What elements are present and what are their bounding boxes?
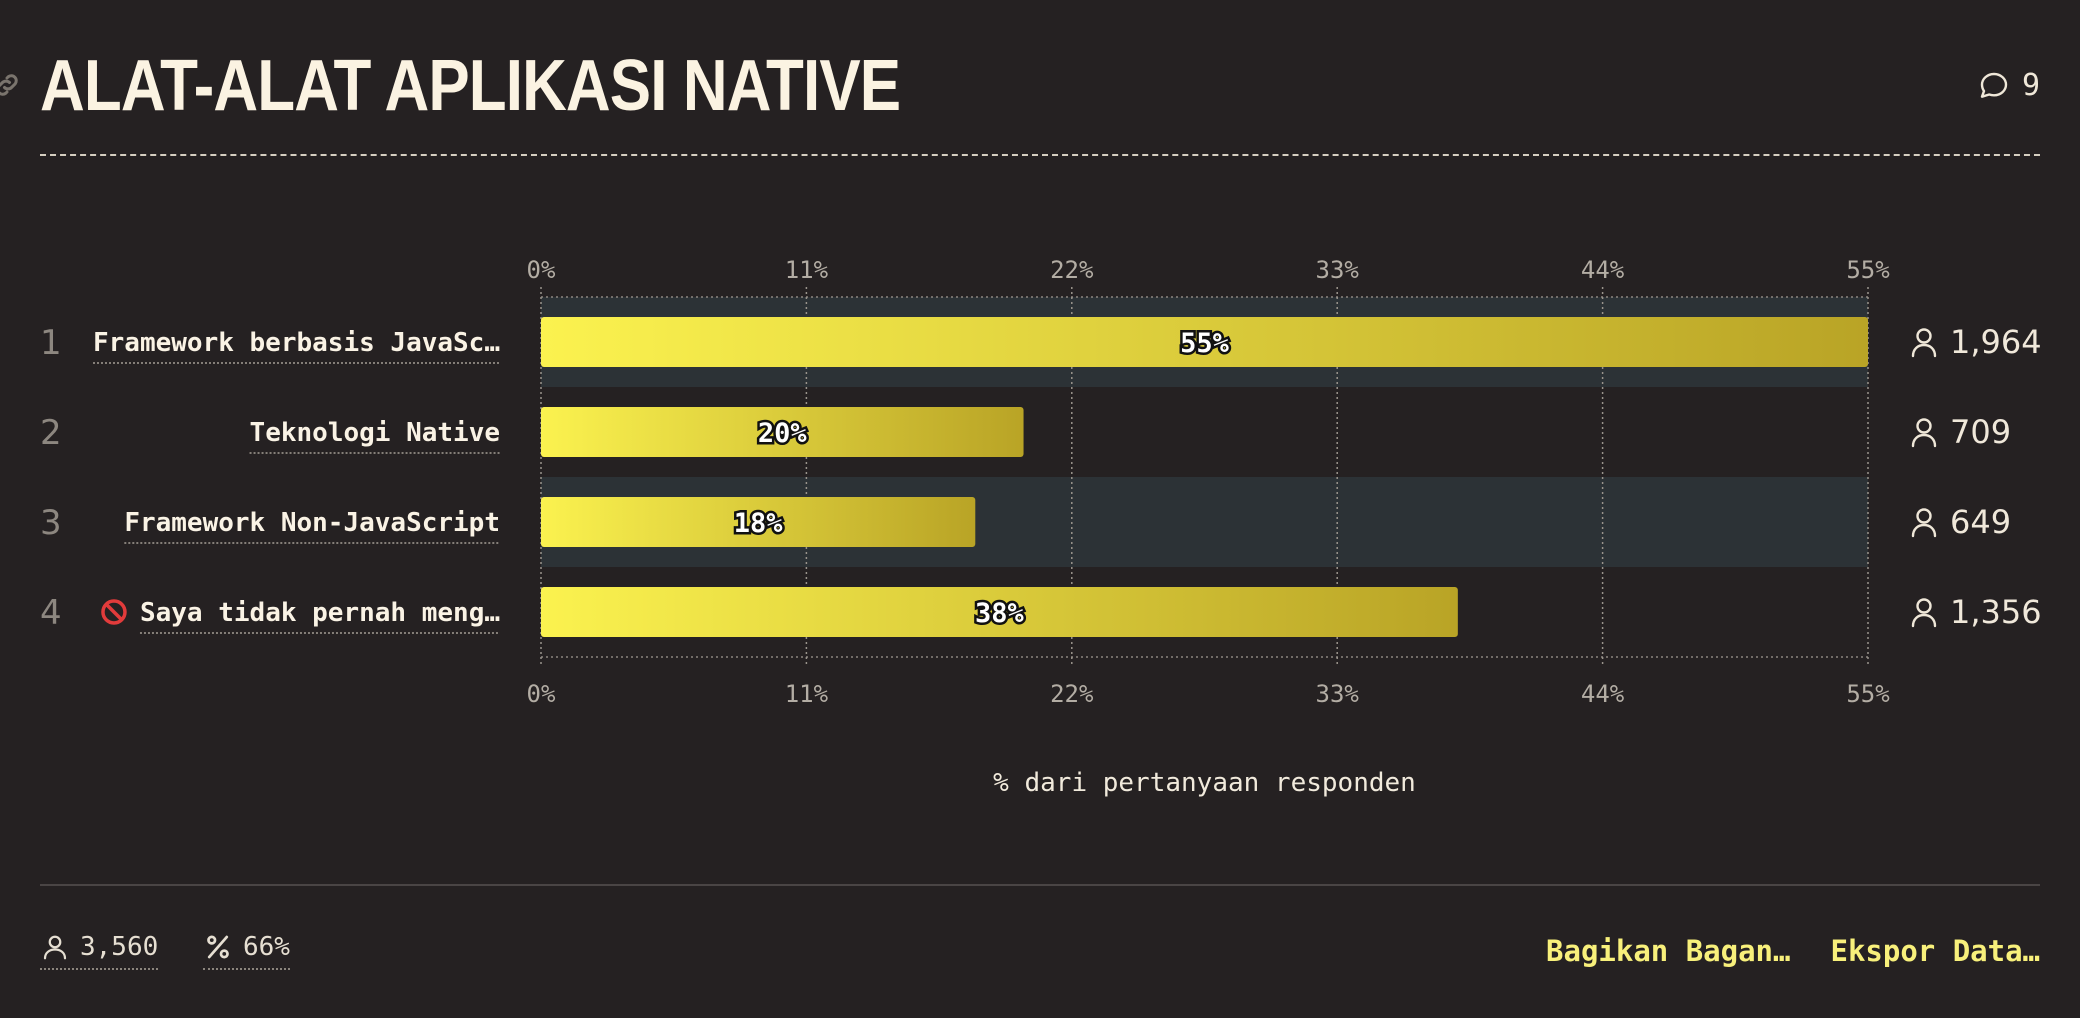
- x-tick-label-bottom: 22%: [1050, 680, 1094, 708]
- header-divider: [40, 154, 2040, 156]
- x-tick-label-top: 44%: [1581, 256, 1625, 284]
- x-tick-label-bottom: 55%: [1846, 680, 1890, 708]
- bar-value-label: 38%: [975, 598, 1025, 629]
- x-tick-label-bottom: 33%: [1316, 680, 1360, 708]
- respondent-count: 649: [1950, 503, 2011, 541]
- x-tick-label-bottom: 44%: [1581, 680, 1625, 708]
- rank-number: 2: [40, 413, 62, 453]
- user-icon: [1911, 598, 1937, 628]
- x-tick-label-top: 22%: [1050, 256, 1094, 284]
- category-label[interactable]: Framework Non-JavaScript: [124, 508, 500, 538]
- respondent-count: 1,356: [1950, 593, 2042, 631]
- x-tick-label-top: 33%: [1316, 256, 1360, 284]
- bar[interactable]: [541, 317, 1868, 367]
- category-label[interactable]: Teknologi Native: [250, 418, 500, 448]
- footer-divider: [40, 884, 2040, 886]
- bar[interactable]: [541, 497, 976, 547]
- x-tick-label-bottom: 0%: [527, 680, 556, 708]
- bar-chart: 0% 0% 11% 11% 22% 22% 33% 33% 44% 44% 55% 55% 1 Frame…: [40, 256, 2042, 798]
- user-icon: [43, 935, 67, 960]
- respondent-count: 1,964: [1950, 323, 2042, 361]
- chart-title: ALAT-ALAT APLIKASI NATIVE: [40, 46, 901, 126]
- user-icon: [1911, 418, 1937, 448]
- export-data-button[interactable]: Ekspor Data…: [1830, 934, 2040, 968]
- rank-number: 1: [40, 323, 62, 363]
- x-tick-label-top: 11%: [785, 256, 829, 284]
- comment-icon: [1980, 72, 2008, 98]
- bar-value-label: 18%: [734, 508, 784, 539]
- bar[interactable]: [541, 587, 1458, 637]
- respondent-count: 709: [1950, 413, 2011, 451]
- user-icon: [1911, 508, 1937, 538]
- bar-value-label: 55%: [1180, 328, 1230, 359]
- rank-number: 3: [40, 503, 62, 543]
- bar-value-label: 20%: [758, 418, 808, 449]
- rank-number: 4: [40, 593, 62, 633]
- x-tick-label-bottom: 11%: [785, 680, 829, 708]
- prohibited-icon: [101, 599, 127, 625]
- comment-count: 9: [2021, 68, 2040, 103]
- comments-button[interactable]: 9: [1978, 68, 2040, 103]
- share-chart-button[interactable]: Bagikan Bagan…: [1546, 934, 1791, 968]
- category-label[interactable]: Framework berbasis JavaSc…: [93, 328, 500, 358]
- respondents-stat[interactable]: 3,560: [40, 932, 159, 970]
- respondents-count: 3,560: [80, 932, 159, 962]
- link-icon[interactable]: [0, 70, 22, 100]
- percentage-value: 66%: [243, 932, 290, 962]
- x-axis-title: % dari pertanyaan responden: [993, 768, 1416, 798]
- bar[interactable]: [541, 407, 1024, 457]
- percent-icon: [207, 935, 229, 959]
- x-tick-label-top: 0%: [527, 256, 556, 284]
- category-label[interactable]: Saya tidak pernah meng…: [140, 598, 500, 628]
- x-tick-label-top: 55%: [1846, 256, 1890, 284]
- user-icon: [1911, 328, 1937, 358]
- percentage-stat[interactable]: 66%: [203, 932, 290, 970]
